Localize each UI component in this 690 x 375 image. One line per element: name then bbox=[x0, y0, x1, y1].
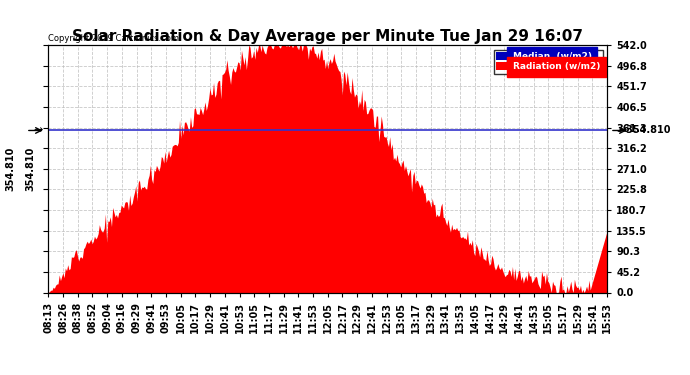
Text: Copyright 2019 Cartronics.com: Copyright 2019 Cartronics.com bbox=[48, 33, 179, 42]
Y-axis label: 354.810: 354.810 bbox=[26, 147, 36, 191]
Title: Solar Radiation & Day Average per Minute Tue Jan 29 16:07: Solar Radiation & Day Average per Minute… bbox=[72, 29, 583, 44]
Legend: Median  (w/m2), Radiation (w/m2): Median (w/m2), Radiation (w/m2) bbox=[493, 50, 602, 74]
Text: →: → bbox=[33, 126, 43, 135]
Text: →354.810: →354.810 bbox=[618, 126, 671, 135]
Text: 354.810: 354.810 bbox=[6, 147, 15, 191]
